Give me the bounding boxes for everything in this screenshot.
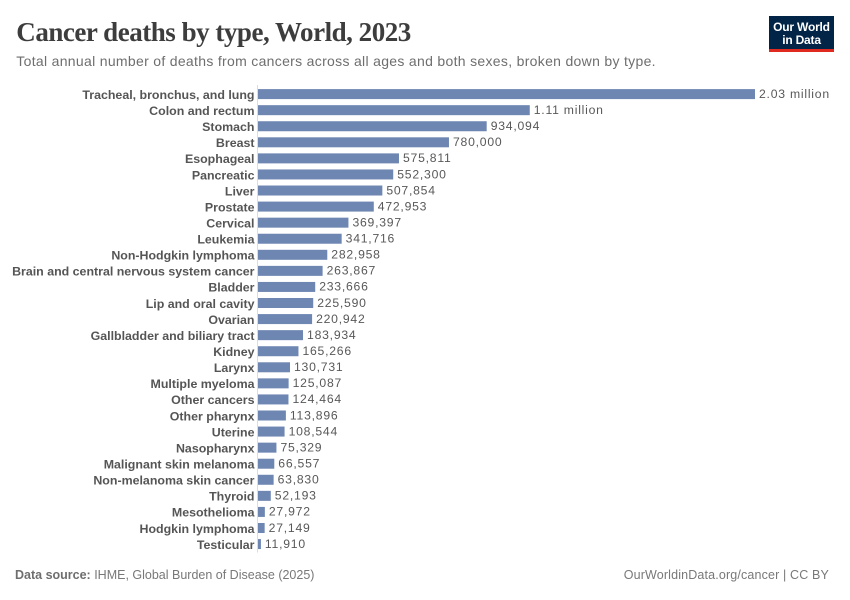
svg-text:Pancreatic: Pancreatic bbox=[192, 168, 255, 182]
svg-text:Multiple myeloma: Multiple myeloma bbox=[151, 377, 255, 391]
svg-text:507,854: 507,854 bbox=[386, 183, 435, 197]
svg-text:27,972: 27,972 bbox=[269, 505, 311, 519]
svg-text:Lip and oral cavity: Lip and oral cavity bbox=[146, 297, 255, 311]
svg-text:Larynx: Larynx bbox=[214, 361, 255, 375]
svg-text:1.11 million: 1.11 million bbox=[534, 103, 604, 117]
svg-text:233,666: 233,666 bbox=[319, 280, 368, 294]
svg-text:Leukemia: Leukemia bbox=[197, 233, 254, 247]
svg-text:220,942: 220,942 bbox=[316, 312, 365, 326]
svg-text:Tracheal, bronchus, and lung: Tracheal, bronchus, and lung bbox=[82, 88, 254, 102]
svg-text:113,896: 113,896 bbox=[290, 408, 339, 422]
svg-text:2.03 million: 2.03 million bbox=[759, 87, 830, 101]
svg-text:Breast: Breast bbox=[216, 136, 255, 150]
svg-text:225,590: 225,590 bbox=[317, 296, 366, 310]
svg-text:Malignant skin melanoma: Malignant skin melanoma bbox=[104, 458, 255, 472]
svg-text:263,867: 263,867 bbox=[327, 264, 376, 278]
svg-text:11,910: 11,910 bbox=[265, 537, 306, 551]
svg-text:Colon and rectum: Colon and rectum bbox=[149, 104, 254, 118]
svg-text:575,811: 575,811 bbox=[403, 151, 452, 165]
svg-text:75,329: 75,329 bbox=[280, 440, 322, 454]
svg-text:780,000: 780,000 bbox=[453, 135, 502, 149]
svg-text:472,953: 472,953 bbox=[378, 199, 427, 213]
svg-text:934,094: 934,094 bbox=[491, 119, 540, 133]
svg-text:124,464: 124,464 bbox=[292, 392, 341, 406]
svg-text:Gallbladder and biliary tract: Gallbladder and biliary tract bbox=[91, 329, 255, 343]
svg-text:Non-Hodgkin lymphoma: Non-Hodgkin lymphoma bbox=[111, 249, 254, 263]
svg-text:Uterine: Uterine bbox=[212, 425, 255, 439]
svg-text:27,149: 27,149 bbox=[269, 521, 311, 535]
svg-text:52,193: 52,193 bbox=[275, 489, 317, 503]
svg-text:Liver: Liver bbox=[225, 184, 255, 198]
svg-text:341,716: 341,716 bbox=[346, 232, 395, 246]
svg-text:282,958: 282,958 bbox=[331, 248, 380, 262]
svg-text:Thyroid: Thyroid bbox=[209, 490, 254, 504]
svg-text:Cervical: Cervical bbox=[206, 216, 254, 230]
svg-text:108,544: 108,544 bbox=[289, 424, 338, 438]
svg-text:Ovarian: Ovarian bbox=[208, 313, 254, 327]
svg-text:Other pharynx: Other pharynx bbox=[170, 409, 255, 423]
svg-text:Stomach: Stomach bbox=[202, 120, 254, 134]
svg-text:125,087: 125,087 bbox=[293, 376, 342, 390]
svg-text:Prostate: Prostate bbox=[205, 200, 255, 214]
svg-text:63,830: 63,830 bbox=[278, 473, 320, 487]
svg-text:Nasopharynx: Nasopharynx bbox=[176, 441, 255, 455]
svg-text:Testicular: Testicular bbox=[197, 538, 255, 552]
svg-text:Hodgkin lymphoma: Hodgkin lymphoma bbox=[140, 522, 255, 536]
svg-text:Non-melanoma skin cancer: Non-melanoma skin cancer bbox=[93, 474, 254, 488]
svg-text:Bladder: Bladder bbox=[208, 281, 254, 295]
svg-text:66,557: 66,557 bbox=[278, 457, 320, 471]
svg-text:Esophageal: Esophageal bbox=[185, 152, 255, 166]
svg-text:130,731: 130,731 bbox=[294, 360, 343, 374]
svg-text:Kidney: Kidney bbox=[213, 345, 254, 359]
svg-text:183,934: 183,934 bbox=[307, 328, 356, 342]
svg-text:Brain and central nervous syst: Brain and central nervous system cancer bbox=[12, 265, 255, 279]
svg-text:165,266: 165,266 bbox=[302, 344, 351, 358]
svg-text:Other cancers: Other cancers bbox=[171, 393, 254, 407]
svg-text:552,300: 552,300 bbox=[397, 167, 446, 181]
svg-text:Mesothelioma: Mesothelioma bbox=[172, 506, 255, 520]
svg-text:369,397: 369,397 bbox=[352, 215, 401, 229]
